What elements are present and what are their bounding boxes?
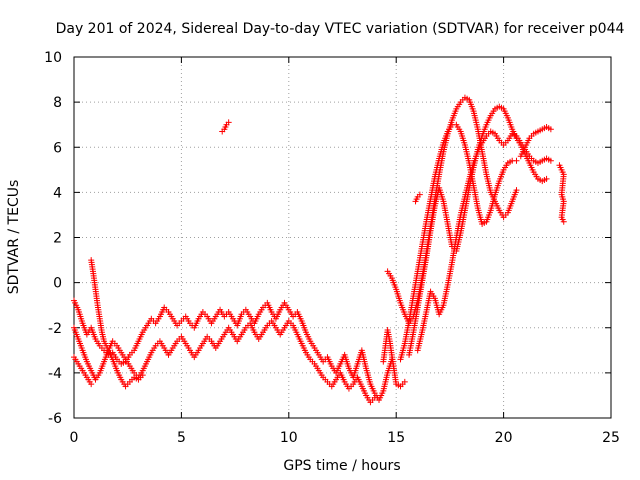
data-point	[547, 157, 554, 164]
y-tick-label: -2	[48, 321, 62, 337]
data-point	[513, 187, 520, 194]
data-point	[371, 394, 378, 401]
y-tick-label: 4	[53, 185, 62, 201]
y-tick-label: 10	[44, 50, 62, 66]
y-axis-label: SDTVAR / TECUs	[6, 180, 22, 295]
x-tick-label: 0	[70, 430, 79, 446]
data-point	[225, 119, 232, 126]
y-tick-label: 8	[53, 95, 62, 111]
x-axis-label: GPS time / hours	[283, 458, 400, 474]
x-tick-label: 15	[387, 430, 405, 446]
x-tick-labels: 0 5 10 15 20 25	[70, 430, 620, 446]
data-point	[513, 157, 520, 164]
x-tick-label: 10	[280, 430, 298, 446]
y-tick-label: 0	[53, 276, 62, 292]
x-tick-label: 20	[495, 430, 513, 446]
x-tick-label: 5	[177, 430, 186, 446]
y-tick-label: 2	[53, 231, 62, 247]
y-tick-label: -4	[48, 366, 62, 382]
data-markers	[71, 94, 567, 406]
data-point	[543, 175, 550, 182]
y-tick-label: -6	[48, 411, 62, 427]
data-point	[401, 378, 408, 385]
data-point	[560, 218, 567, 225]
data-point	[416, 191, 423, 198]
y-tick-label: 6	[53, 140, 62, 156]
data-point	[88, 381, 95, 388]
chart-title: Day 201 of 2024, Sidereal Day-to-day VTE…	[56, 21, 625, 37]
data-point	[547, 126, 554, 133]
y-tick-labels: -6 -4 -2 0 2 4 6 8 10	[44, 50, 62, 427]
axis-ticks	[73, 56, 612, 419]
x-tick-label: 25	[602, 430, 620, 446]
data-point	[139, 372, 146, 379]
